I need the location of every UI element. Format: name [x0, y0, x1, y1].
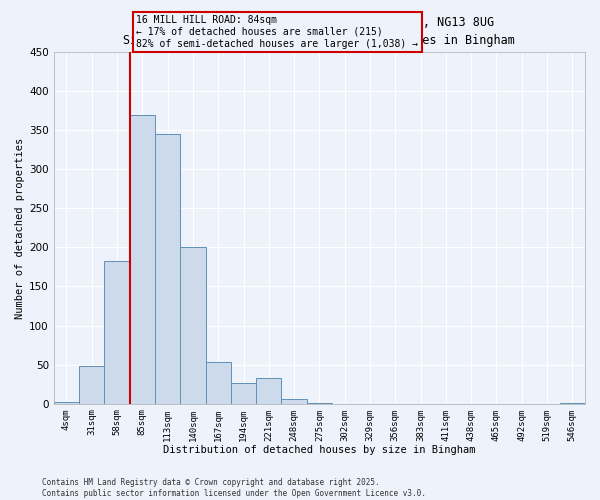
Bar — [560, 403, 585, 404]
Bar — [281, 399, 307, 404]
Bar — [231, 382, 256, 404]
Bar — [206, 362, 231, 404]
Text: 16 MILL HILL ROAD: 84sqm
← 17% of detached houses are smaller (215)
82% of semi-: 16 MILL HILL ROAD: 84sqm ← 17% of detach… — [136, 16, 418, 48]
Bar — [130, 114, 155, 404]
Y-axis label: Number of detached properties: Number of detached properties — [15, 138, 25, 318]
Bar — [307, 403, 332, 404]
Bar — [79, 366, 104, 404]
X-axis label: Distribution of detached houses by size in Bingham: Distribution of detached houses by size … — [163, 445, 476, 455]
Bar — [256, 378, 281, 404]
Bar — [180, 248, 206, 404]
Bar — [104, 260, 130, 404]
Bar — [54, 402, 79, 404]
Bar — [155, 134, 180, 404]
Text: Contains HM Land Registry data © Crown copyright and database right 2025.
Contai: Contains HM Land Registry data © Crown c… — [42, 478, 426, 498]
Title: 16, MILL HILL ROAD, BINGHAM, NOTTINGHAM, NG13 8UG
Size of property relative to d: 16, MILL HILL ROAD, BINGHAM, NOTTINGHAM,… — [124, 16, 515, 46]
